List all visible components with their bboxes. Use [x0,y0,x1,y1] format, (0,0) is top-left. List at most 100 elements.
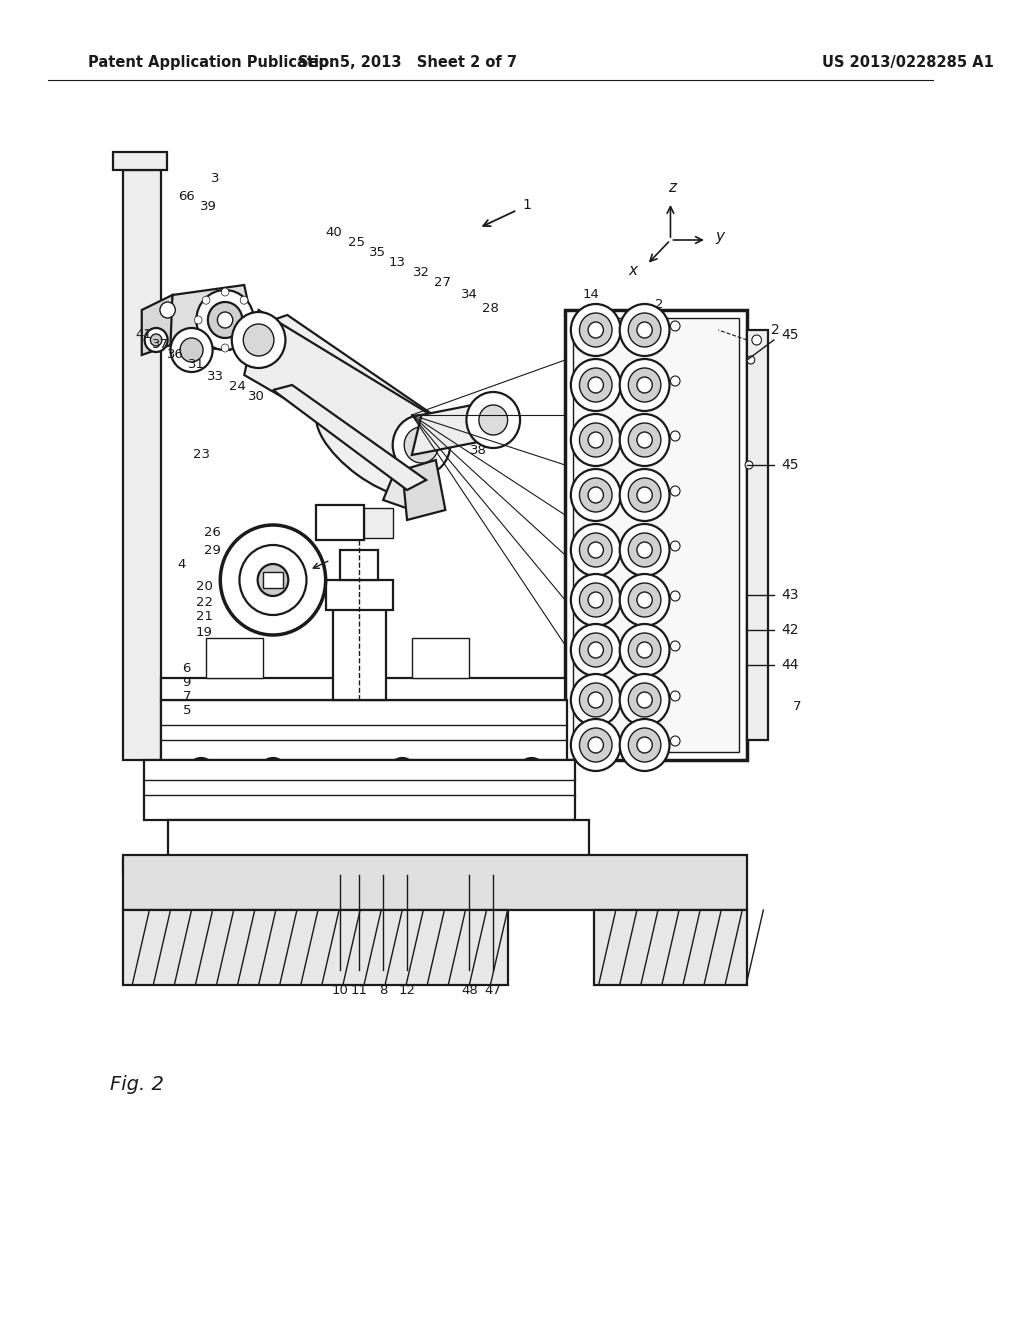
Circle shape [580,634,612,667]
Circle shape [671,737,680,746]
Circle shape [231,312,286,368]
Circle shape [629,583,660,616]
Text: 41: 41 [135,329,153,342]
Circle shape [197,290,254,350]
Circle shape [671,432,680,441]
Bar [594,909,748,985]
Circle shape [622,321,631,331]
Circle shape [241,296,248,304]
Bar [191,870,209,890]
Circle shape [622,642,631,651]
Circle shape [620,469,670,521]
Circle shape [479,405,508,436]
Text: 45: 45 [781,458,799,473]
Circle shape [637,432,652,447]
Text: 20: 20 [196,581,212,594]
Text: 19: 19 [196,627,212,639]
Circle shape [671,486,680,496]
Text: 45: 45 [781,327,799,342]
Text: 11: 11 [350,983,368,997]
Text: 44: 44 [781,657,799,672]
Circle shape [180,338,203,362]
Circle shape [671,591,680,601]
Text: US 2013/0228285 A1: US 2013/0228285 A1 [822,54,993,70]
Circle shape [392,414,451,475]
Circle shape [187,758,215,785]
Bar [412,638,469,678]
Circle shape [588,322,603,338]
Circle shape [629,533,660,568]
Circle shape [240,545,306,615]
Text: 6: 6 [182,661,190,675]
Bar [113,152,167,170]
Circle shape [258,564,289,597]
Polygon shape [168,285,254,350]
Circle shape [208,302,243,338]
Text: 25: 25 [348,235,365,248]
Circle shape [620,624,670,676]
Circle shape [620,414,670,466]
Circle shape [671,642,680,651]
Circle shape [671,376,680,385]
Circle shape [221,288,229,296]
Circle shape [671,690,680,701]
Text: 37: 37 [153,338,169,351]
Bar [161,700,567,760]
Bar [333,601,386,700]
Text: z: z [669,181,677,195]
Bar [364,508,392,539]
Circle shape [570,359,621,411]
Circle shape [620,359,670,411]
Text: 9: 9 [182,676,190,689]
Circle shape [389,758,416,785]
Circle shape [404,426,438,463]
Circle shape [241,335,248,343]
Circle shape [248,315,256,323]
Circle shape [170,327,213,372]
Bar [123,861,592,873]
Bar [123,855,748,909]
Text: 8: 8 [379,983,387,997]
Bar [161,678,565,700]
Ellipse shape [316,403,431,498]
Text: 21: 21 [196,610,213,623]
Circle shape [160,302,175,318]
Text: 48: 48 [461,983,477,997]
Polygon shape [402,459,445,520]
Text: 13: 13 [389,256,406,269]
Text: 22: 22 [196,595,213,609]
Text: x: x [629,263,638,279]
Text: 2: 2 [654,298,664,312]
Circle shape [467,392,520,447]
Circle shape [748,356,755,364]
Circle shape [588,642,603,657]
Text: Patent Application Publication: Patent Application Publication [88,54,340,70]
Circle shape [570,675,621,726]
Circle shape [259,758,287,785]
Text: 26: 26 [204,527,221,540]
Text: 10: 10 [332,983,348,997]
Circle shape [570,624,621,676]
Circle shape [570,414,621,466]
Circle shape [637,322,652,338]
Text: 7: 7 [182,689,191,702]
Circle shape [203,296,210,304]
Circle shape [151,334,162,346]
Circle shape [629,729,660,762]
Circle shape [580,478,612,512]
Circle shape [588,378,603,393]
Circle shape [620,574,670,626]
Circle shape [637,487,652,503]
Text: 28: 28 [482,301,499,314]
Circle shape [620,524,670,576]
Text: 43: 43 [781,587,799,602]
Circle shape [622,541,631,550]
Circle shape [752,335,762,345]
Text: 32: 32 [413,267,430,280]
Circle shape [588,591,603,609]
Circle shape [220,525,326,635]
Circle shape [570,574,621,626]
Circle shape [570,524,621,576]
Circle shape [580,533,612,568]
Circle shape [629,634,660,667]
